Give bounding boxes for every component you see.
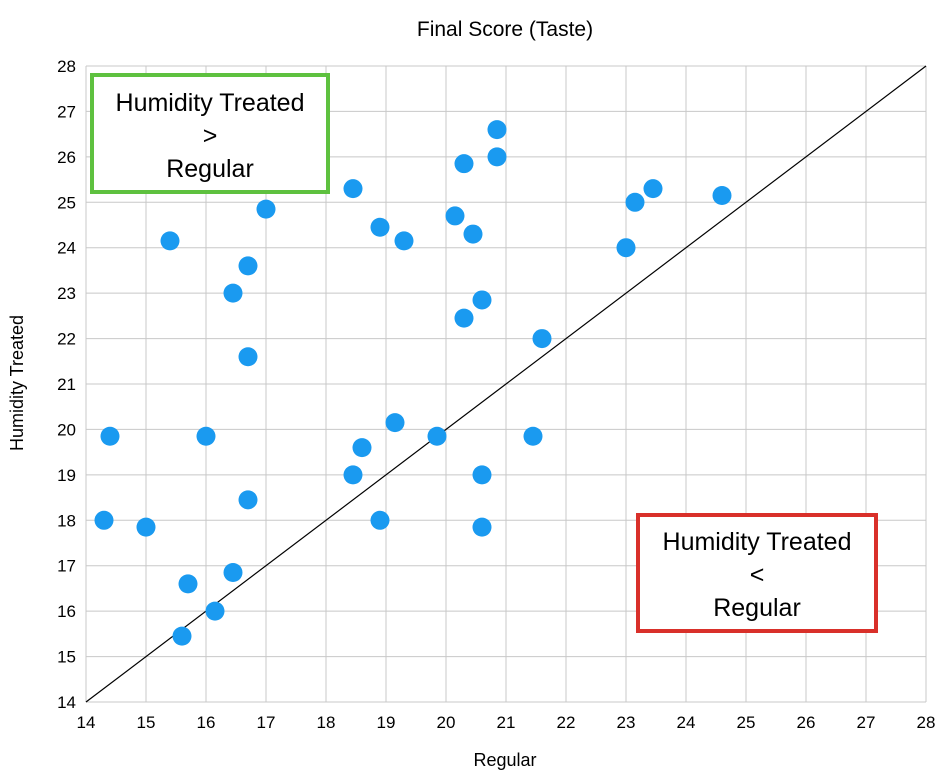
- data-point: [472, 290, 492, 310]
- data-point: [394, 231, 414, 251]
- x-tick-label: 19: [377, 713, 396, 732]
- data-point: [94, 510, 114, 530]
- reference-line-y-equals-x: [85, 65, 927, 703]
- data-point: [160, 231, 180, 251]
- data-point: [427, 426, 447, 446]
- data-point: [223, 283, 243, 303]
- data-point: [532, 329, 552, 349]
- data-point: [454, 154, 474, 174]
- x-tick-label: 24: [677, 713, 696, 732]
- y-tick-label: 27: [57, 102, 76, 121]
- data-point: [712, 185, 732, 205]
- y-tick-label: 16: [57, 602, 76, 621]
- y-tick-label: 26: [57, 148, 76, 167]
- data-point: [616, 238, 636, 258]
- data-point: [472, 465, 492, 485]
- y-tick-label: 18: [57, 511, 76, 530]
- annotation-box-green-border: [90, 73, 330, 194]
- annotation-line: <: [750, 561, 765, 589]
- annotation-line: >: [203, 122, 218, 150]
- x-tick-label: 18: [317, 713, 336, 732]
- x-tick-label: 17: [257, 713, 276, 732]
- data-point: [445, 206, 465, 226]
- data-point: [343, 465, 363, 485]
- y-tick-label: 20: [57, 420, 76, 439]
- data-point: [178, 574, 198, 594]
- chart-title: Final Score (Taste): [417, 18, 593, 41]
- y-tick-label: 23: [57, 284, 76, 303]
- data-point: [256, 199, 276, 219]
- x-tick-label: 25: [737, 713, 756, 732]
- y-tick-label: 21: [57, 375, 76, 394]
- data-point: [238, 347, 258, 367]
- annotation-line: Regular: [713, 594, 801, 622]
- annotation-line: Humidity Treated: [663, 528, 852, 556]
- data-point: [172, 626, 192, 646]
- y-tick-label: 22: [57, 330, 76, 349]
- annotation-box-treated-less: Humidity Treated < Regular: [636, 513, 878, 633]
- data-point: [625, 192, 645, 212]
- data-point: [100, 426, 120, 446]
- y-tick-label: 28: [57, 57, 76, 76]
- x-tick-label: 26: [797, 713, 816, 732]
- y-tick-label: 15: [57, 648, 76, 667]
- x-tick-label: 20: [437, 713, 456, 732]
- data-point: [196, 426, 216, 446]
- x-tick-label: 21: [497, 713, 516, 732]
- x-tick-label: 28: [917, 713, 936, 732]
- y-tick-label: 25: [57, 193, 76, 212]
- annotation-box-treated-greater: Humidity Treated > Regular: [90, 73, 330, 194]
- tick-labels: 14 15 16 17 18 19 20 21 22 23 24 25 26 27 28 14 15 16 17 18…: [57, 57, 935, 732]
- data-point: [370, 217, 390, 237]
- annotation-line: Humidity Treated: [116, 89, 305, 117]
- data-point: [643, 179, 663, 199]
- data-point: [472, 517, 492, 537]
- data-point: [238, 490, 258, 510]
- x-tick-label: 27: [857, 713, 876, 732]
- data-point: [136, 517, 156, 537]
- x-tick-label: 15: [137, 713, 156, 732]
- annotation-box-red-border: [636, 513, 878, 633]
- data-point: [487, 147, 507, 167]
- data-point: [463, 224, 483, 244]
- x-tick-label: 14: [77, 713, 96, 732]
- data-point: [343, 179, 363, 199]
- data-point: [352, 438, 372, 458]
- y-tick-label: 14: [57, 693, 76, 712]
- x-tick-label: 23: [617, 713, 636, 732]
- y-tick-label: 17: [57, 557, 76, 576]
- data-point: [205, 601, 225, 621]
- data-point: [487, 120, 507, 140]
- x-axis-title: Regular: [473, 750, 536, 770]
- data-point: [523, 426, 543, 446]
- data-point: [223, 563, 243, 583]
- data-point: [370, 510, 390, 530]
- data-point: [385, 413, 405, 433]
- data-points: [94, 120, 732, 646]
- data-point: [238, 256, 258, 276]
- y-tick-label: 24: [57, 239, 76, 258]
- data-point: [454, 308, 474, 328]
- x-tick-label: 16: [197, 713, 216, 732]
- x-tick-label: 22: [557, 713, 576, 732]
- y-tick-label: 19: [57, 466, 76, 485]
- y-axis-title: Humidity Treated: [7, 315, 27, 451]
- annotation-line: Regular: [166, 155, 254, 183]
